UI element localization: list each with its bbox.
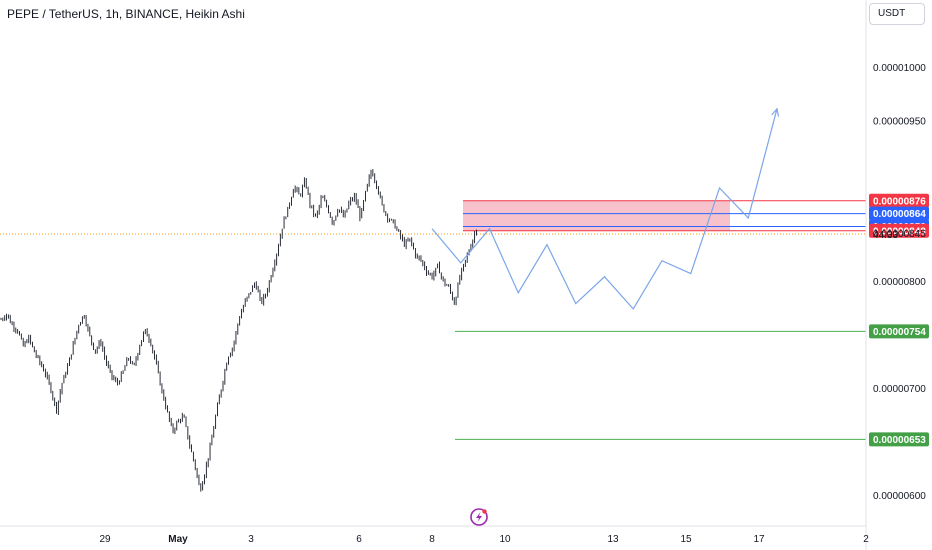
- price-tag-bg-0: [869, 193, 929, 208]
- projection-layer: [431, 107, 780, 310]
- resistance-zone: [463, 200, 730, 231]
- price-tag-0: 0.00000876: [873, 196, 926, 207]
- x-tick-2: 3: [248, 534, 254, 545]
- price-tags: 0.000008760.000008640.000008520.00000848…: [869, 193, 929, 447]
- symbol-title: PEPE / TetherUS, 1h, BINANCE, Heikin Ash…: [7, 7, 245, 21]
- x-tick-8: 17: [753, 534, 765, 545]
- y-tick-2: 0.00000800: [873, 277, 926, 288]
- y-tick-0: 0.00001000: [873, 63, 926, 74]
- price-axis: 0.00001000 0.00000950 0.00000800 0.00000700…: [873, 63, 926, 502]
- price-tag-1: 0.00000864: [873, 209, 926, 220]
- time-axis: 29 May 3 6 8 10 13 15 17 2: [99, 534, 869, 545]
- y-tick-1: 0.00000950: [873, 117, 926, 128]
- resistance-zone-layer: [455, 200, 866, 440]
- price-tag-5: 0.00000754: [873, 327, 926, 338]
- price-tag-bg-3: [869, 223, 929, 238]
- x-tick-9: 2: [863, 534, 869, 545]
- candles-layer: [0, 169, 477, 492]
- price-tag-6: 0.00000653: [873, 435, 926, 446]
- projection-arrowhead: [771, 107, 780, 117]
- y-tick-4: 0.00000600: [873, 491, 926, 502]
- x-tick-4: 8: [429, 534, 435, 545]
- bar-countdown: 44:33: [873, 230, 898, 241]
- price-tag-3: 0.00000848: [873, 226, 926, 237]
- x-tick-5: 10: [499, 534, 511, 545]
- x-tick-1: May: [168, 534, 188, 545]
- currency-selector[interactable]: USDT: [869, 3, 925, 25]
- price-tag-bg-5: [869, 324, 929, 339]
- x-tick-0: 29: [99, 534, 111, 545]
- x-tick-3: 6: [356, 534, 362, 545]
- price-tag-bg-6: [869, 432, 929, 447]
- projection-path: [431, 108, 778, 310]
- y-tick-3: 0.00000700: [873, 384, 926, 395]
- lightning-icon[interactable]: [470, 508, 488, 526]
- x-tick-6: 13: [607, 534, 619, 545]
- price-tag-bg-1: [869, 206, 929, 221]
- x-tick-7: 15: [680, 534, 692, 545]
- price-tag-4: 0.00000845: [873, 229, 926, 240]
